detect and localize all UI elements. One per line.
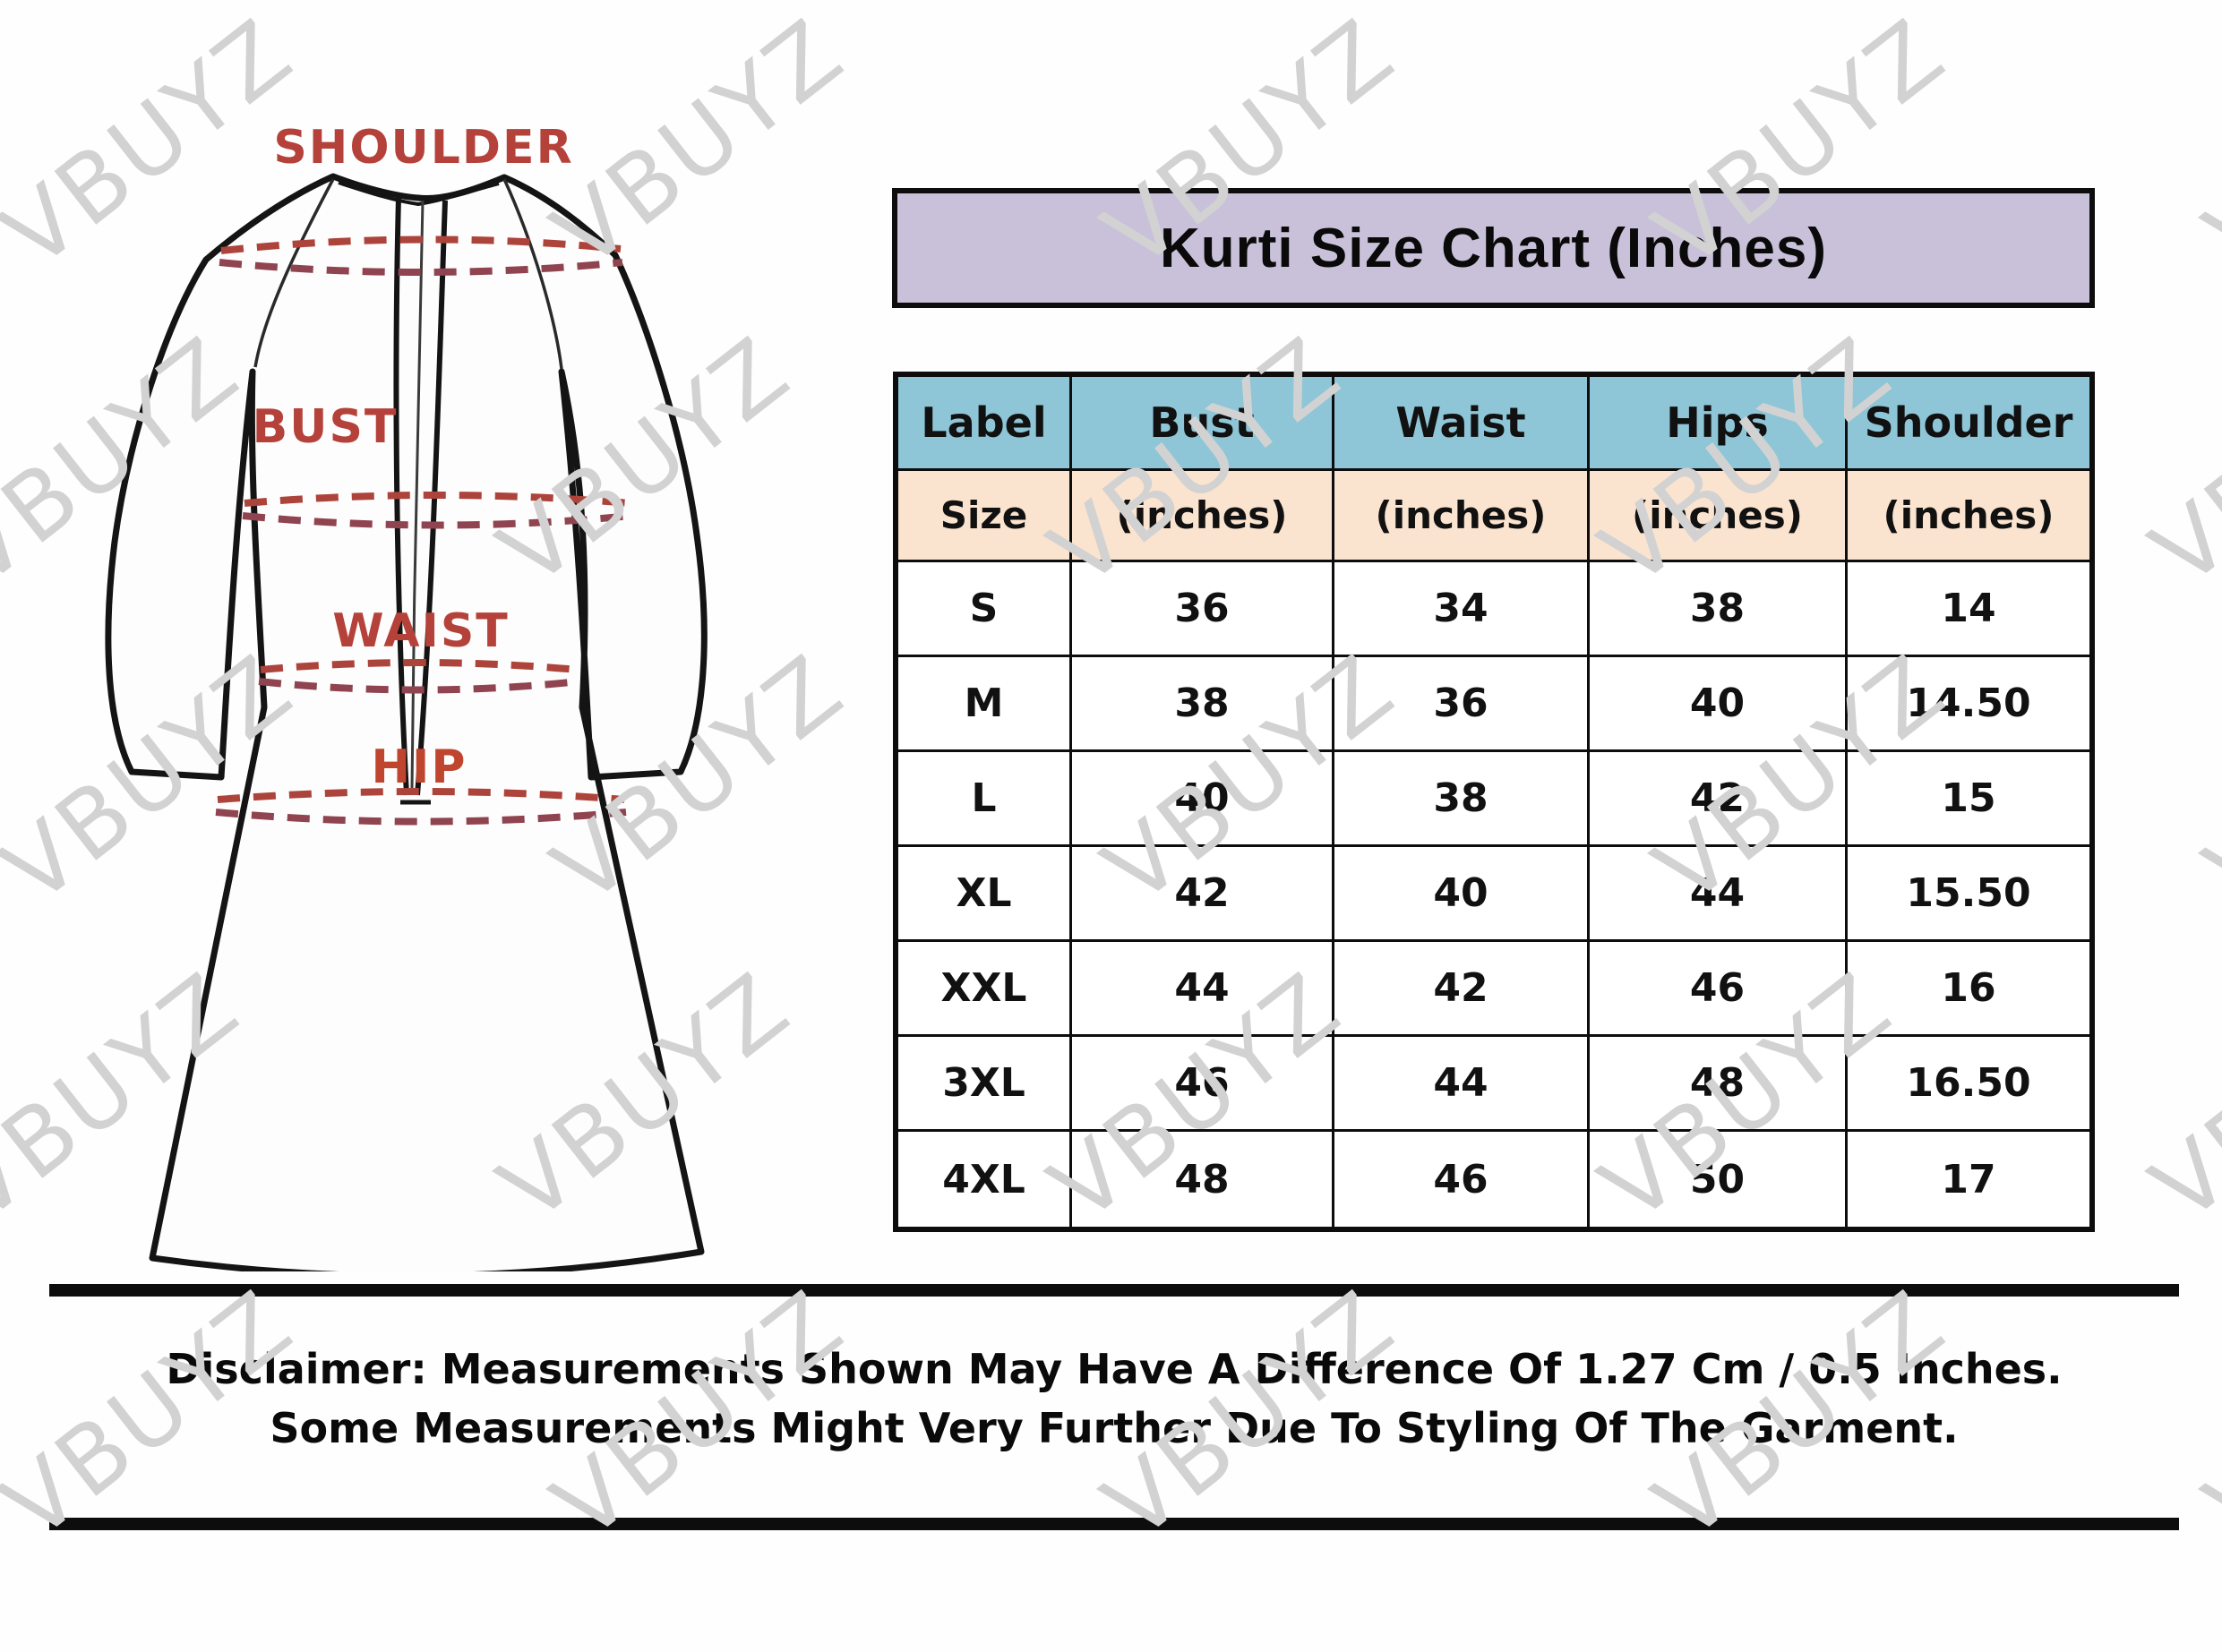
page-title: Kurti Size Chart (Inches) [1160,217,1827,279]
size-xxl-label: XXL [898,942,1072,1037]
hip-dash-lower [215,809,627,826]
hip-dash-upper [217,788,625,803]
bust-label: BUST [253,400,399,454]
shoulder-dash-lower [219,259,623,276]
size-xxl-hips: 46 [1590,942,1848,1037]
size-4xl-waist: 46 [1334,1132,1590,1227]
subheader-hips-units: (inches) [1590,471,1848,562]
neck-slit-middle-line [410,200,425,789]
subheader-size: Size [898,471,1072,562]
subheader-bust-units: (inches) [1072,471,1334,562]
divider-line-bottom [49,1518,2179,1530]
size-xl-label: XL [898,847,1072,942]
vbuyz-watermark: VBUYZ [2185,1268,2222,1562]
disclaimer-line-2: Some Measurements Might Very Further Due… [270,1404,1959,1452]
size-table: Label Bust Waist Hips Shoulder Size (inc… [893,372,2095,1232]
hip-label: HIP [372,740,468,794]
shoulder-label: SHOULDER [273,121,573,175]
size-xxl-waist: 42 [1334,942,1590,1037]
kurti-silhouette [105,173,708,1280]
size-l-label: L [898,752,1072,847]
size-4xl-bust: 48 [1072,1132,1334,1227]
size-4xl-hips: 50 [1590,1132,1848,1227]
size-l-waist: 38 [1334,752,1590,847]
column-header-bust: Bust [1072,377,1334,471]
bust-dash-upper [244,492,631,507]
size-xl-hips: 44 [1590,847,1848,942]
size-3xl-bust: 46 [1072,1037,1334,1132]
size-s-label: S [898,562,1072,657]
size-m-waist: 36 [1334,657,1590,752]
column-header-hips: Hips [1590,377,1848,471]
size-3xl-shoulder: 16.50 [1848,1037,2089,1132]
left-seam-line [253,178,335,368]
waist-dash-upper [260,659,579,673]
size-4xl-shoulder: 17 [1848,1132,2089,1227]
vbuyz-watermark: VBUYZ [2132,950,2222,1244]
neck-slit-left-line [393,196,409,796]
divider-line-top [49,1284,2179,1297]
waist-dash-lower [258,678,580,694]
vbuyz-watermark: VBUYZ [2185,632,2222,926]
size-m-shoulder: 14.50 [1848,657,2089,752]
size-m-label: M [898,657,1072,752]
size-m-bust: 38 [1072,657,1334,752]
size-3xl-hips: 48 [1590,1037,1848,1132]
title-banner: Kurti Size Chart (Inches) [892,188,2095,308]
size-s-hips: 38 [1590,562,1848,657]
size-l-bust: 40 [1072,752,1334,847]
size-4xl-label: 4XL [898,1132,1072,1227]
subheader-shoulder-units: (inches) [1848,471,2089,562]
size-xxl-shoulder: 16 [1848,942,2089,1037]
size-xxl-bust: 44 [1072,942,1334,1037]
size-3xl-waist: 44 [1334,1037,1590,1132]
size-s-shoulder: 14 [1848,562,2089,657]
vbuyz-watermark: VBUYZ [2132,314,2222,608]
kurti-measurement-diagram: SHOULDER BUST WAIST HIP [85,90,712,1280]
column-header-label: Label [898,377,1072,471]
size-xl-shoulder: 15.50 [1848,847,2089,942]
vbuyz-watermark: VBUYZ [2185,0,2222,290]
size-xl-bust: 42 [1072,847,1334,942]
size-3xl-label: 3XL [898,1037,1072,1132]
column-header-shoulder: Shoulder [1848,377,2089,471]
right-seam-line [502,178,563,370]
waist-label: WAIST [332,604,510,658]
size-s-waist: 34 [1334,562,1590,657]
collar-inner-line [338,181,500,207]
neck-slit-right-line [415,200,448,796]
shoulder-dash-upper [220,235,622,254]
disclaimer-line-1: Disclaimer: Measurements Shown May Have … [166,1345,2063,1393]
size-l-shoulder: 15 [1848,752,2089,847]
kurti-outline-svg: SHOULDER BUST WAIST HIP [105,121,708,1280]
subheader-waist-units: (inches) [1334,471,1590,562]
size-m-hips: 40 [1590,657,1848,752]
column-header-waist: Waist [1334,377,1590,471]
size-s-bust: 36 [1072,562,1334,657]
size-xl-waist: 40 [1334,847,1590,942]
disclaimer-text: Disclaimer: Measurements Shown May Have … [49,1340,2179,1458]
size-l-hips: 42 [1590,752,1848,847]
bust-dash-lower [242,512,632,529]
